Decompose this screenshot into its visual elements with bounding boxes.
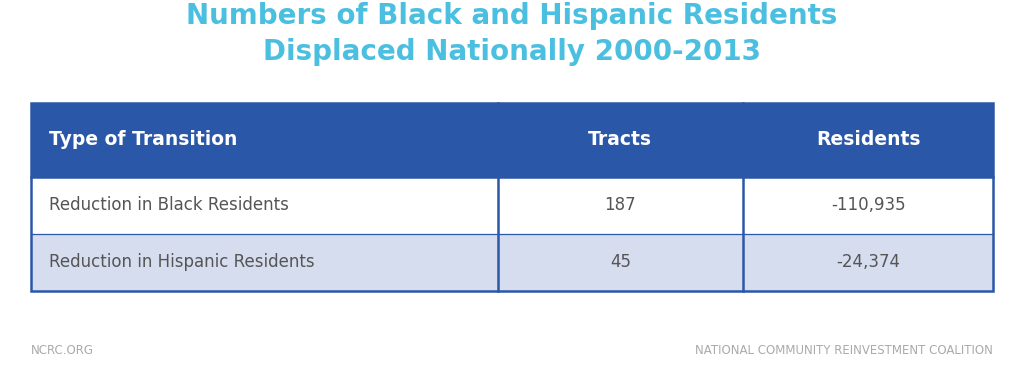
Text: NCRC.ORG: NCRC.ORG	[31, 344, 94, 357]
Bar	[31, 103, 993, 291]
Bar	[31, 177, 993, 234]
Bar	[31, 103, 993, 177]
Text: Reduction in Black Residents: Reduction in Black Residents	[49, 196, 289, 214]
Text: Tracts: Tracts	[588, 130, 652, 149]
Text: NATIONAL COMMUNITY REINVESTMENT COALITION: NATIONAL COMMUNITY REINVESTMENT COALITIO…	[695, 344, 993, 357]
Text: 187: 187	[604, 196, 636, 214]
Text: Residents: Residents	[816, 130, 921, 149]
Text: Numbers of Black and Hispanic Residents
Displaced Nationally 2000-2013: Numbers of Black and Hispanic Residents …	[186, 2, 838, 66]
Text: -110,935: -110,935	[830, 196, 905, 214]
Bar	[31, 234, 993, 291]
Text: 45: 45	[609, 253, 631, 271]
Text: Type of Transition: Type of Transition	[49, 130, 238, 149]
Text: -24,374: -24,374	[837, 253, 900, 271]
Text: Reduction in Hispanic Residents: Reduction in Hispanic Residents	[49, 253, 314, 271]
